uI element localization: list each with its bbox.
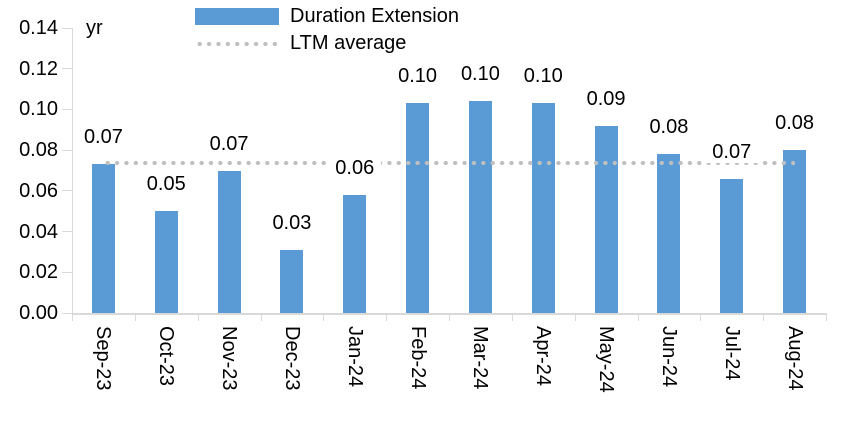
- x-axis-tick: [826, 313, 827, 321]
- legend-swatch-bar-icon: [195, 8, 279, 25]
- x-axis-label: Oct-23: [155, 326, 178, 387]
- y-axis-tick: [62, 271, 72, 273]
- x-axis-label: Aug-24: [783, 326, 806, 391]
- x-axis-label: Feb-24: [406, 326, 429, 390]
- y-axis-label: 0.04: [19, 220, 58, 243]
- x-axis-tick: [134, 313, 136, 321]
- bar-value-label: 0.10: [454, 64, 507, 86]
- legend-item-ltm-average: LTM average: [195, 30, 459, 57]
- y-axis-tick: [62, 108, 72, 110]
- y-axis-label: 0.08: [19, 139, 58, 162]
- legend-label-ltm-average: LTM average: [290, 32, 407, 54]
- bar-feb-24: [406, 103, 430, 313]
- y-axis-line: [72, 28, 73, 313]
- y-axis-label: 0.06: [19, 179, 58, 202]
- x-axis-tick: [386, 313, 388, 321]
- x-axis-label: May-24: [595, 326, 618, 393]
- bar-sep-23: [91, 164, 115, 313]
- y-axis-tick: [62, 312, 72, 314]
- y-axis-label: 0.12: [19, 57, 58, 80]
- bar-apr-24: [531, 103, 555, 313]
- x-axis-label: Jun-24: [657, 326, 680, 388]
- x-axis-label: Mar-24: [469, 326, 492, 390]
- x-axis-tick: [197, 313, 199, 321]
- bar-value-label: 0.10: [391, 66, 444, 88]
- bar-dec-23: [280, 249, 304, 313]
- bar-value-label: 0.03: [265, 212, 318, 234]
- x-axis-tick: [72, 313, 73, 321]
- y-axis-tick: [62, 190, 72, 192]
- bar-jul-24: [720, 178, 744, 313]
- legend-label-duration-extension: Duration Extension: [290, 5, 459, 27]
- bar-may-24: [594, 125, 618, 313]
- x-axis-label: Apr-24: [532, 326, 555, 387]
- bar-nov-23: [217, 170, 241, 313]
- x-axis-tick: [323, 313, 325, 321]
- x-axis-label: Jan-24: [343, 326, 366, 388]
- y-axis-tick: [62, 149, 72, 151]
- x-axis-label: Dec-23: [280, 326, 303, 391]
- x-axis-label: Jul-24: [720, 326, 743, 381]
- bar-jun-24: [657, 154, 681, 313]
- x-axis-tick: [511, 313, 513, 321]
- y-axis-unit-label: yr: [86, 17, 103, 39]
- bar-value-label: 0.08: [768, 113, 821, 135]
- bar-value-label: 0.09: [580, 88, 633, 110]
- y-axis-tick: [62, 231, 72, 233]
- bar-aug-24: [783, 150, 807, 313]
- bar-oct-23: [154, 211, 178, 313]
- y-axis-tick: [62, 68, 72, 70]
- bar-value-label: 0.10: [517, 66, 570, 88]
- x-axis-label: Nov-23: [218, 326, 241, 391]
- bar-value-label: 0.08: [642, 117, 695, 139]
- legend-swatch-dotted-line-icon: [195, 41, 279, 46]
- legend-item-duration-extension: Duration Extension: [195, 3, 459, 30]
- bar-value-label: 0.07: [705, 141, 758, 163]
- bar-mar-24: [468, 101, 492, 313]
- y-axis-label: 0.10: [19, 98, 58, 121]
- x-axis-tick: [574, 313, 576, 321]
- bar-value-label: 0.07: [77, 127, 130, 149]
- x-axis-tick: [449, 313, 450, 321]
- y-axis-label: 0.02: [19, 261, 58, 284]
- x-axis-tick: [260, 313, 262, 321]
- bar-jan-24: [343, 194, 367, 313]
- bar-value-label: 0.06: [328, 157, 381, 179]
- legend: Duration Extension LTM average: [195, 3, 459, 57]
- x-axis-label: Sep-23: [92, 326, 115, 391]
- x-axis-tick: [763, 313, 765, 321]
- y-axis-tick: [62, 27, 72, 29]
- bar-value-label: 0.07: [203, 133, 256, 155]
- y-axis-label: 0.14: [19, 17, 58, 39]
- bar-value-label: 0.05: [140, 174, 193, 196]
- x-axis-tick: [700, 313, 702, 321]
- x-axis-tick: [637, 313, 639, 321]
- ltm-average-line: [103, 161, 795, 166]
- y-axis-label: 0.00: [19, 302, 58, 324]
